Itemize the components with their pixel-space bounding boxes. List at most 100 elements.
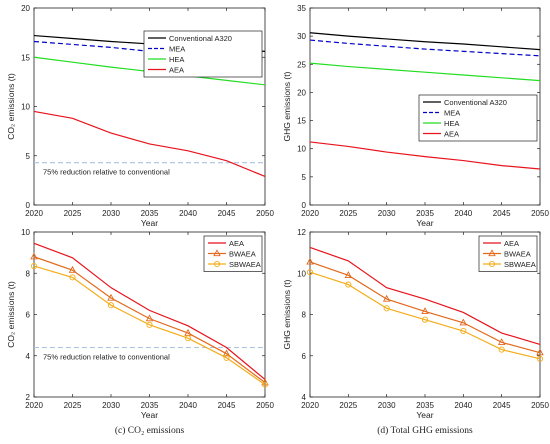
y-tick-label: 30 <box>297 32 306 41</box>
reference-annotation: 75% reduction relative to conventional <box>43 168 170 177</box>
data-point <box>68 265 77 273</box>
series-line-sbwaea <box>309 271 541 360</box>
x-axis-label: Year <box>141 218 158 228</box>
x-tick-label: 2040 <box>179 401 197 410</box>
x-tick-label: 2050 <box>531 209 549 218</box>
series-line-hea <box>309 62 541 82</box>
x-tick-label: 2040 <box>179 209 197 218</box>
data-point <box>344 271 353 278</box>
x-tick-label: 2030 <box>102 401 120 410</box>
data-point <box>184 335 192 342</box>
data-point <box>497 338 506 345</box>
y-tick-label: 8 <box>26 269 31 278</box>
x-tick-label: 2050 <box>256 209 274 218</box>
data-point <box>107 293 115 301</box>
x-tick-label: 2035 <box>416 401 434 410</box>
legend-label: AEA <box>229 239 244 248</box>
x-tick-label: 2040 <box>454 401 472 410</box>
data-point <box>306 257 314 265</box>
data-point <box>383 305 390 312</box>
legend-label: Conventional A320 <box>444 98 507 107</box>
legend-marker <box>488 260 496 268</box>
x-tick-label: 2035 <box>141 401 159 410</box>
y-tick-label: 0 <box>302 201 307 210</box>
legend-marker <box>488 249 496 257</box>
y-tick-label: 10 <box>297 145 306 154</box>
y-axis-label: CO₂ emissions (t) <box>6 281 16 348</box>
x-tick-label: 2030 <box>378 401 396 410</box>
x-tick-label: 2045 <box>493 209 511 218</box>
x-tick-label: 2050 <box>256 401 274 410</box>
x-tick-label: 2025 <box>64 401 82 410</box>
series-line-sbwaea <box>33 265 266 386</box>
x-tick-label: 2025 <box>339 401 357 410</box>
x-tick-label: 2050 <box>531 401 549 410</box>
y-tick-label: 15 <box>21 53 30 62</box>
y-tick-label: 6 <box>302 352 307 361</box>
chart-panel-d: 4 6 8 10 12 2020 2025 2030 2035 2040 2045 2050 Year G… <box>282 228 549 436</box>
y-axis-label: GHG emissions (t) <box>282 71 292 141</box>
data-point <box>536 355 544 362</box>
data-point <box>459 318 468 326</box>
y-tick-label: 8 <box>302 311 307 320</box>
legend-label: BWAEA <box>229 249 256 258</box>
data-point <box>536 348 544 356</box>
series-line-aea <box>33 110 266 177</box>
data-point <box>69 274 76 281</box>
panel-caption: (c) CO₂ emissions <box>115 425 185 436</box>
data-point <box>306 269 314 276</box>
x-tick-label: 2020 <box>301 209 319 218</box>
data-point <box>498 346 505 353</box>
y-tick-label: 4 <box>302 393 307 402</box>
y-tick-label: 10 <box>297 269 306 278</box>
y-tick-label: 12 <box>297 228 306 237</box>
x-tick-label: 2045 <box>493 401 511 410</box>
data-point <box>421 307 429 315</box>
x-tick-label: 2025 <box>339 209 357 218</box>
legend-label: HEA <box>444 119 459 128</box>
x-tick-label: 2045 <box>218 401 236 410</box>
x-tick-label: 2045 <box>218 209 236 218</box>
legend-label: MEA <box>169 44 185 53</box>
legend-label: Conventional A320 <box>169 34 232 43</box>
series-line-mea <box>309 39 541 57</box>
y-tick-label: 10 <box>21 228 30 237</box>
data-point <box>107 302 115 309</box>
series-line-aea <box>309 246 541 345</box>
y-tick-label: 20 <box>21 4 30 13</box>
data-point <box>30 252 38 260</box>
data-point <box>145 314 154 322</box>
x-tick-label: 2035 <box>416 209 434 218</box>
panel-caption: (d) Total GHG emissions <box>377 425 473 436</box>
chart-panel-c: 2 4 6 8 10 2020 2025 2030 2035 2040 2045 2050 Year CO… <box>6 228 274 436</box>
x-axis-label: Year <box>141 410 158 420</box>
series-line-aea <box>33 242 266 380</box>
x-axis-label: Year <box>416 410 433 420</box>
legend-label: AEA <box>504 239 519 248</box>
y-tick-label: 5 <box>26 152 31 161</box>
series-line-conventional-a320 <box>309 32 541 51</box>
x-tick-label: 2020 <box>25 209 43 218</box>
x-tick-label: 2035 <box>141 209 159 218</box>
legend-marker <box>213 249 221 257</box>
x-axis-label: Year <box>416 218 433 228</box>
y-tick-label: 5 <box>302 173 307 182</box>
y-tick-label: 6 <box>26 311 31 320</box>
series-line-aea <box>309 141 541 170</box>
y-axis-label: GHG emissions (t) <box>282 279 292 349</box>
series-line-bwaea <box>309 261 541 354</box>
data-point <box>382 294 391 302</box>
data-point <box>30 262 38 270</box>
y-tick-label: 0 <box>26 201 31 210</box>
data-point <box>421 316 429 323</box>
x-tick-label: 2020 <box>25 401 43 410</box>
y-tick-label: 35 <box>297 4 306 13</box>
data-point <box>223 354 230 361</box>
y-tick-label: 15 <box>297 117 306 126</box>
x-tick-label: 2030 <box>102 209 120 218</box>
